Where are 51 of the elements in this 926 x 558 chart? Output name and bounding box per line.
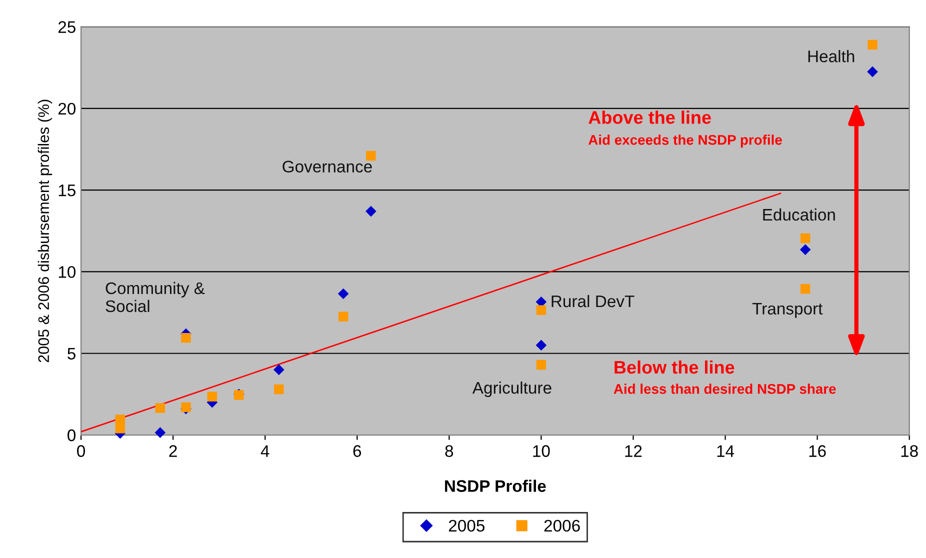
y-tick-label: 0 — [68, 429, 76, 442]
point — [154, 427, 166, 438]
point — [868, 40, 878, 50]
annotation: Below the line — [614, 360, 734, 374]
annotation: Above the line — [588, 110, 711, 124]
point — [366, 206, 376, 217]
annotation: Transport — [752, 302, 823, 318]
y-tick-label: 10 — [58, 266, 76, 278]
x-tick-label: 14 — [717, 445, 734, 457]
x-tick-label: 4 — [260, 445, 270, 457]
annotation: Community & Social — [106, 282, 205, 312]
point — [115, 424, 125, 434]
y-axis-title: 2005 & 2006 disbursement profiles (%) — [38, 100, 52, 362]
x-tick-label: 0 — [77, 445, 86, 457]
y-tick-label: 25 — [58, 21, 76, 33]
x-tick-label: 12 — [625, 445, 642, 457]
point — [366, 150, 376, 161]
point — [273, 364, 284, 376]
point — [800, 284, 810, 294]
x-axis-title: NSDP Profile — [445, 480, 546, 492]
point — [800, 244, 811, 256]
point — [536, 340, 547, 351]
point — [867, 66, 878, 78]
x-tick-label: 16 — [809, 445, 826, 457]
x-tick-label: 2 — [169, 445, 177, 457]
y-tick-label: 20 — [58, 102, 76, 115]
annotation: Rural DevT — [552, 294, 634, 308]
point — [155, 403, 166, 413]
x-tick-label: 18 — [901, 445, 918, 457]
annotation: Education — [763, 208, 835, 221]
point — [274, 384, 284, 394]
point — [800, 233, 810, 244]
y-tick-label: 5 — [68, 348, 76, 360]
annotation: Governance — [282, 160, 372, 173]
annotation: Aid less than desired NSDP share — [614, 384, 836, 394]
annotation: Agriculture — [472, 382, 552, 398]
y-tick-label: 15 — [58, 184, 76, 196]
annotation: Aid exceeds the NSDP profile — [588, 134, 782, 148]
x-tick-label: 10 — [533, 445, 550, 457]
annotation: Health — [808, 50, 854, 62]
point — [181, 332, 191, 343]
point — [338, 288, 349, 300]
x-tick-label: 6 — [353, 445, 362, 457]
point — [115, 414, 125, 424]
legend-label: 2005 — [448, 520, 484, 532]
point — [338, 312, 348, 322]
point — [207, 392, 218, 402]
legend-label: 2006 — [544, 520, 580, 532]
x-tick-label: 8 — [445, 445, 454, 457]
point — [536, 305, 546, 315]
point — [536, 360, 546, 370]
